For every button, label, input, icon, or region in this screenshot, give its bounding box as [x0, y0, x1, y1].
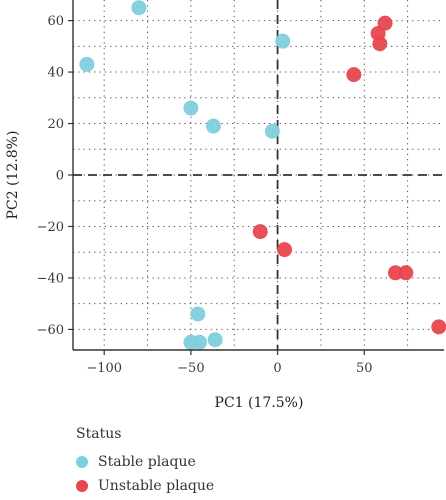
legend-item-unstable: Unstable plaque [76, 474, 214, 498]
point-unstable-plaque [372, 36, 388, 52]
y-tick-label: −20 [37, 220, 64, 235]
x-tick-label: −100 [86, 361, 122, 376]
reference-lines [73, 0, 444, 350]
point-stable-plaque [190, 306, 206, 322]
legend-item-stable: Stable plaque [76, 450, 214, 474]
legend-title: Status [76, 426, 122, 442]
point-stable-plaque [275, 33, 291, 49]
point-stable-plaque [192, 334, 208, 350]
axes [68, 0, 444, 355]
y-tick-label: 40 [47, 66, 64, 81]
legend-label-stable: Stable plaque [98, 454, 196, 470]
pca-scatter-plot: −100 −50 0 50 −60 −40 −20 0 20 40 60 PC1 (17.5%) P… [5, 0, 446, 411]
point-unstable-plaque [387, 265, 403, 281]
point-stable-plaque [131, 0, 147, 16]
y-tick-label: 60 [47, 14, 64, 29]
point-unstable-plaque [398, 265, 414, 281]
legend-swatch-stable [76, 456, 88, 468]
point-stable-plaque [207, 332, 223, 348]
x-tick-label: 50 [356, 361, 373, 376]
point-unstable-plaque [277, 242, 293, 258]
point-stable-plaque [264, 123, 280, 139]
point-stable-plaque [183, 100, 199, 116]
y-axis-title: PC2 (12.8%) [5, 131, 21, 220]
point-unstable-plaque [252, 224, 268, 240]
y-tick-label: −40 [37, 271, 64, 286]
y-tick-label: 20 [47, 117, 64, 132]
point-stable-plaque [79, 56, 95, 72]
data-points [79, 0, 446, 350]
point-unstable-plaque [346, 67, 362, 83]
legend-swatch-unstable [76, 480, 88, 492]
x-axis-title: PC1 (17.5%) [215, 395, 304, 411]
tick-labels: −100 −50 0 50 −60 −40 −20 0 20 40 60 [37, 14, 373, 376]
legend: Status Stable plaque Unstable plaque [76, 426, 214, 498]
point-unstable-plaque [431, 319, 446, 335]
x-tick-label: −50 [177, 361, 204, 376]
point-stable-plaque [205, 118, 221, 134]
legend-label-unstable: Unstable plaque [98, 478, 215, 494]
x-tick-label: 0 [273, 361, 281, 376]
y-tick-label: −60 [37, 323, 64, 338]
y-tick-label: 0 [56, 169, 64, 184]
